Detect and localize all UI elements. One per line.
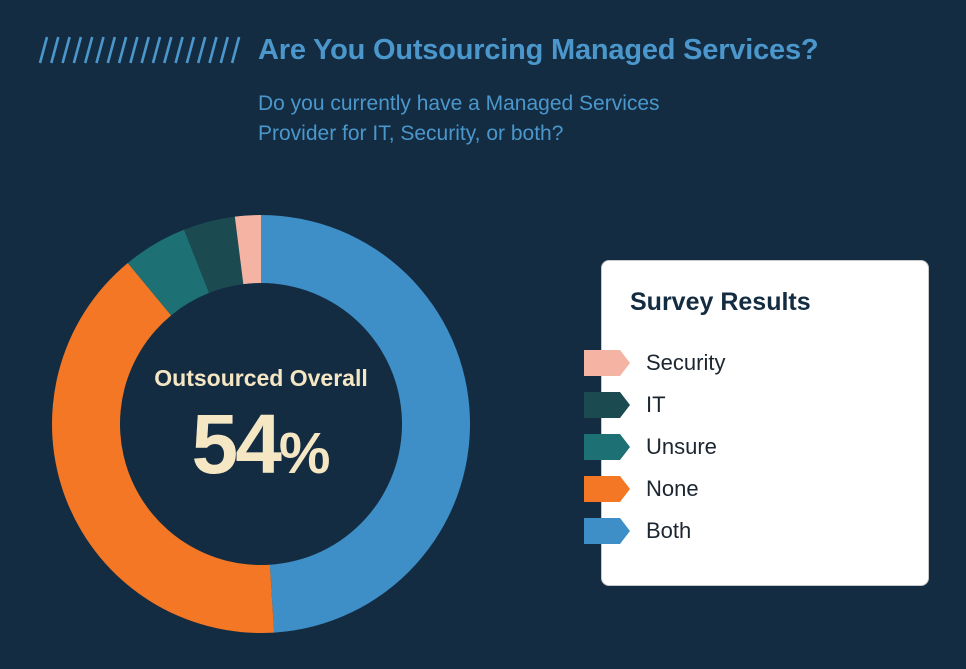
legend-label: Unsure — [646, 434, 717, 459]
legend-swatch-both — [584, 518, 630, 544]
donut-slice-unsure — [127, 229, 210, 316]
donut-slice-it — [184, 216, 244, 293]
stripe — [140, 36, 150, 64]
subtitle-line-1: Do you currently have a Managed Services — [258, 92, 660, 115]
legend-swatch-none — [584, 476, 630, 502]
legend-title: Survey Results — [630, 288, 811, 316]
donut-slice-none — [52, 262, 275, 633]
legend-swatch-security — [584, 350, 630, 376]
stripe — [117, 36, 128, 64]
decorative-stripes — [38, 36, 241, 64]
stripe — [50, 36, 60, 64]
legend-label: None — [646, 476, 699, 501]
stripe — [95, 36, 105, 64]
stripe — [83, 36, 94, 64]
stripe — [163, 36, 173, 64]
subtitle-line-2: Provider for IT, Security, or both? — [258, 122, 564, 145]
center-number: 54 — [191, 397, 281, 491]
center-unit: % — [278, 421, 331, 486]
stripe — [129, 36, 139, 64]
stripe — [196, 36, 207, 64]
center-value: 54% — [101, 394, 421, 504]
legend-item-unsure: Unsure — [584, 432, 904, 462]
legend-label: Security — [646, 350, 726, 375]
donut-slice-both — [261, 215, 470, 633]
legend-item-security: Security — [584, 348, 904, 378]
legend-swatch-it — [584, 392, 630, 418]
legend-label: IT — [646, 392, 666, 417]
stripe — [185, 36, 196, 64]
stripe — [151, 36, 162, 64]
stripe — [38, 36, 49, 64]
chart-subtitle: Do you currently have a Managed Services… — [258, 89, 718, 149]
stripe — [72, 36, 83, 64]
stripe — [61, 36, 71, 64]
legend-card: Survey Results Security IT Unsure None Both — [584, 260, 929, 586]
legend-item-none: None — [584, 474, 904, 504]
legend-swatch-unsure — [584, 434, 630, 460]
legend-item-it: IT — [584, 390, 904, 420]
stripe — [174, 36, 184, 64]
stripe — [106, 36, 117, 64]
center-label: Outsourced Overall — [154, 365, 368, 391]
stripe — [219, 36, 230, 64]
legend-item-both: Both — [584, 516, 904, 546]
stripe — [208, 36, 218, 64]
chart-title: Are You Outsourcing Managed Services? — [258, 34, 819, 66]
donut-chart — [52, 215, 470, 633]
donut-slice-security — [234, 215, 261, 285]
stripe — [230, 36, 241, 64]
legend-label: Both — [646, 518, 692, 543]
